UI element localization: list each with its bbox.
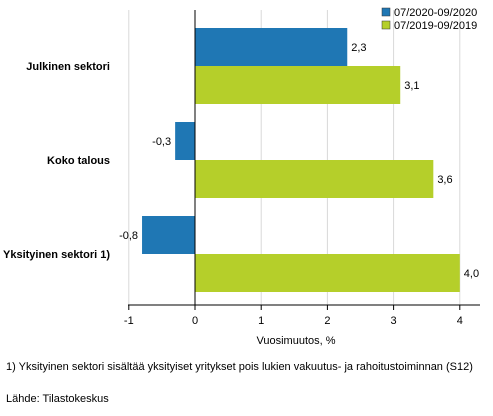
source-note: Lähde: Tilastokeskus bbox=[6, 393, 109, 405]
category-label: Julkinen sektori bbox=[26, 61, 110, 73]
category-label: Yksityinen sektori 1) bbox=[3, 249, 110, 261]
legend-swatch bbox=[381, 20, 391, 30]
bar-series2 bbox=[195, 254, 460, 292]
x-tick-label: 1 bbox=[258, 315, 264, 327]
legend-swatch bbox=[381, 7, 391, 17]
bar-series2 bbox=[195, 160, 434, 198]
data-label: 2,3 bbox=[351, 42, 366, 54]
labels: 2,3 3,1 Julkinen sektori -0,3 3,6 Koko talous… bbox=[3, 42, 479, 280]
bar-series1 bbox=[142, 216, 195, 254]
data-label: 3,1 bbox=[404, 80, 419, 92]
x-tick-label: 4 bbox=[457, 315, 463, 327]
x-axis-title: Vuosimuutos, % bbox=[256, 335, 335, 347]
bar-series2 bbox=[195, 66, 401, 104]
data-label: -0,8 bbox=[119, 230, 138, 242]
legend-label: 07/2020-09/2020 bbox=[394, 7, 477, 19]
data-label: -0,3 bbox=[152, 136, 171, 148]
data-label: 3,6 bbox=[437, 174, 452, 186]
x-tick-label: 3 bbox=[391, 315, 397, 327]
bar-series1 bbox=[175, 122, 195, 160]
bar-series1 bbox=[195, 28, 348, 66]
x-tick-label: 2 bbox=[324, 315, 330, 327]
axes: -1 0 1 2 3 4 Vuosimuutos, % bbox=[124, 10, 480, 347]
bars bbox=[142, 28, 460, 292]
data-label: 4,0 bbox=[464, 268, 479, 280]
legend-label: 07/2019-09/2019 bbox=[394, 20, 477, 32]
bar-chart: -1 0 1 2 3 4 Vuosimuutos, % 2,3 3,1 Julkinen sek… bbox=[3, 7, 480, 347]
footnote: 1) Yksityinen sektori sisältää yksityise… bbox=[6, 361, 473, 373]
x-tick-label: 0 bbox=[192, 315, 198, 327]
x-tick-label: -1 bbox=[124, 315, 134, 327]
category-label: Koko talous bbox=[47, 155, 110, 167]
